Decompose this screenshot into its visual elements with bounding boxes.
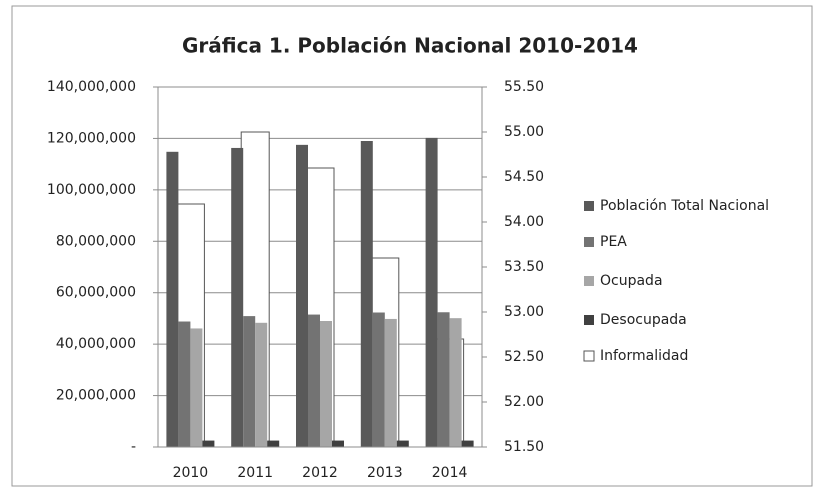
legend-label: Población Total Nacional bbox=[600, 198, 769, 214]
bar bbox=[202, 440, 215, 447]
x-tick-label: 2010 bbox=[173, 465, 209, 481]
bar bbox=[360, 141, 373, 447]
y-tick-label: 100,000,000 bbox=[47, 182, 136, 198]
legend-swatch bbox=[584, 201, 594, 211]
legend-swatch bbox=[584, 315, 594, 325]
bar bbox=[384, 318, 397, 447]
x-tick-label: 2012 bbox=[302, 465, 338, 481]
y2-tick-label: 55.00 bbox=[504, 124, 544, 140]
y2-tick-label: 53.50 bbox=[504, 259, 544, 275]
chart-title: Gráfica 1. Población Nacional 2010-2014 bbox=[182, 34, 638, 58]
bar bbox=[243, 316, 256, 447]
bar bbox=[396, 440, 409, 447]
y-tick-label: 20,000,000 bbox=[56, 388, 136, 404]
y2-tick-label: 52.50 bbox=[504, 349, 544, 365]
bar bbox=[190, 328, 203, 447]
x-tick-label: 2011 bbox=[237, 465, 273, 481]
bar bbox=[231, 147, 244, 447]
bar bbox=[296, 144, 308, 447]
bar bbox=[320, 321, 332, 447]
legend-swatch bbox=[584, 237, 594, 247]
y2-tick-label: 53.00 bbox=[504, 304, 544, 320]
legend-swatch bbox=[583, 350, 595, 362]
y-tick-label: 80,000,000 bbox=[56, 233, 136, 249]
y-tick-label: 140,000,000 bbox=[47, 79, 136, 95]
x-tick-label: 2014 bbox=[432, 465, 468, 481]
y2-tick-label: 52.00 bbox=[504, 394, 544, 410]
y2-tick-label: 51.50 bbox=[504, 439, 544, 455]
bar bbox=[437, 312, 450, 447]
bar bbox=[166, 151, 179, 448]
bar bbox=[372, 312, 385, 447]
bar bbox=[308, 314, 320, 447]
bar bbox=[461, 440, 474, 447]
bar bbox=[255, 322, 268, 447]
bar bbox=[425, 137, 438, 447]
y-tick-label: 120,000,000 bbox=[47, 130, 136, 146]
chart-border bbox=[11, 5, 813, 487]
y-tick-label: 40,000,000 bbox=[56, 336, 136, 352]
y-tick-label: 60,000,000 bbox=[56, 285, 136, 301]
legend-label: Ocupada bbox=[600, 273, 663, 289]
bar bbox=[267, 440, 280, 447]
legend-swatch bbox=[584, 276, 594, 286]
y2-tick-label: 54.50 bbox=[504, 169, 544, 185]
y-tick-label: - bbox=[131, 439, 136, 455]
bar bbox=[449, 318, 462, 447]
legend-label: Informalidad bbox=[600, 348, 688, 364]
y2-tick-label: 55.50 bbox=[504, 79, 544, 95]
bar bbox=[332, 440, 344, 447]
y2-tick-label: 54.00 bbox=[504, 214, 544, 230]
x-tick-label: 2013 bbox=[367, 465, 403, 481]
legend-label: PEA bbox=[600, 234, 627, 250]
legend-label: Desocupada bbox=[600, 312, 687, 328]
bar bbox=[178, 321, 191, 447]
